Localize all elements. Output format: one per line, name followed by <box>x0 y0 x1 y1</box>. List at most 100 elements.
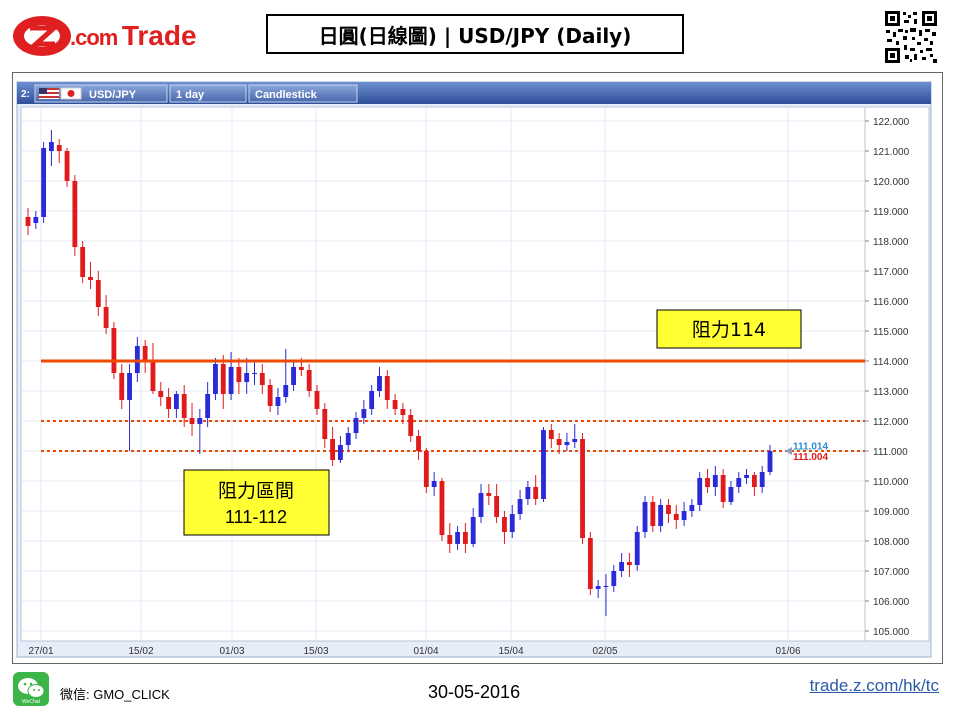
price-tick-label: 122.000 <box>873 117 910 128</box>
candle-down <box>72 181 78 247</box>
candle-down <box>439 481 445 535</box>
bid-price-tag: 111.004 <box>793 452 828 463</box>
candle-down <box>580 439 585 538</box>
price-tick-label: 106.000 <box>873 597 910 608</box>
plot-area <box>20 106 866 642</box>
candle-up <box>337 445 343 460</box>
chart-frame: 2: USD/JPY 1 day Candlestick 105.000 106 <box>12 72 943 664</box>
candle-up <box>658 505 664 526</box>
candle-up <box>197 418 203 424</box>
candle-up <box>517 499 523 514</box>
candle-up <box>619 562 625 571</box>
toolbar-interval-button[interactable]: 1 day <box>169 84 247 103</box>
candle-down <box>236 367 242 382</box>
price-tick-label: 121.000 <box>873 147 910 158</box>
candle-up <box>595 586 601 589</box>
toolbar-interval-label: 1 day <box>176 89 205 101</box>
candle-down <box>166 397 172 409</box>
price-tick-label: 112.000 <box>873 417 909 428</box>
candle-down <box>330 439 336 460</box>
logo-trade: Trade <box>121 20 197 51</box>
us-flag-icon <box>39 88 59 99</box>
candle-up <box>244 373 250 382</box>
candle-down <box>486 493 492 496</box>
candle-up <box>455 532 461 544</box>
candle-down <box>587 538 593 589</box>
candle-down <box>119 373 125 400</box>
price-tick-label: 107.000 <box>873 567 910 578</box>
price-tick-label: 118.000 <box>873 237 909 248</box>
candle-down <box>392 400 398 409</box>
candle-up <box>759 472 765 487</box>
candle-up <box>361 409 367 418</box>
price-tick-label: 111.000 <box>873 447 908 458</box>
price-tag-arrow-icon <box>785 447 792 455</box>
candle-down <box>502 517 507 532</box>
resistance-zone-lines <box>41 420 865 452</box>
website-link[interactable]: trade.z.com/hk/tc <box>809 676 939 695</box>
candle-up <box>728 487 734 502</box>
annotation-resistance-zone-range: 111-112 <box>225 507 287 527</box>
candle-up <box>41 148 47 217</box>
price-tags: 111.014 111.004 <box>785 442 828 463</box>
candle-up <box>173 394 179 409</box>
candles <box>25 130 773 616</box>
candle-down <box>666 505 671 514</box>
candle-up <box>49 142 54 151</box>
candle-up <box>345 433 351 445</box>
candle-down <box>220 364 226 394</box>
candle-up <box>541 430 546 499</box>
candle-down <box>447 535 453 544</box>
candle-up <box>377 376 382 391</box>
candle-down <box>533 487 539 499</box>
candle-up <box>228 367 234 394</box>
candle-down <box>158 391 164 397</box>
price-tick-label: 115.000 <box>873 327 909 338</box>
candle-up <box>252 373 257 374</box>
candle-up <box>478 493 484 517</box>
candle-down <box>626 562 632 565</box>
annotation-resistance-114: 阻力114 <box>656 309 802 349</box>
candle-down <box>705 478 710 487</box>
zcom-logo-mark <box>13 16 71 56</box>
candle-up <box>470 517 476 544</box>
candle-up <box>525 487 531 499</box>
date-tick-label: 02/05 <box>592 646 617 657</box>
date-tick-label: 01/06 <box>775 646 800 657</box>
candle-up <box>205 394 211 418</box>
candle-up <box>689 505 695 511</box>
toolbar-chart-style-button[interactable]: Candlestick <box>248 84 358 103</box>
annotation-resistance-zone-title: 阻力區間 <box>218 480 294 502</box>
candle-down <box>25 217 31 226</box>
candle-up <box>283 385 289 397</box>
candle-down <box>259 373 265 385</box>
toolbar-symbol-label: USD/JPY <box>89 89 137 101</box>
candle-down <box>150 361 156 391</box>
report-date: 30-05-2016 <box>428 682 521 702</box>
candle-down <box>751 475 757 487</box>
candle-up <box>572 439 578 442</box>
candle-up <box>127 373 132 400</box>
date-tick-label: 01/04 <box>413 646 438 657</box>
candle-down <box>494 496 500 517</box>
candle-down <box>181 394 187 418</box>
qr-code-icon <box>884 10 938 64</box>
candle-up <box>611 571 617 586</box>
candle-up <box>431 481 437 487</box>
toolbar-symbol-button[interactable]: USD/JPY <box>34 84 168 103</box>
candle-down <box>189 418 195 424</box>
candle-down <box>384 376 390 400</box>
ask-price-tag: 111.014 <box>793 442 828 453</box>
candle-up <box>744 475 749 478</box>
price-tick-label: 114.000 <box>873 357 909 368</box>
price-tick-label: 109.000 <box>873 507 910 518</box>
date-tick-label: 15/03 <box>303 646 328 657</box>
date-tick-label: 15/02 <box>128 646 153 657</box>
date-tick-label: 01/03 <box>219 646 244 657</box>
candle-down <box>111 328 117 373</box>
wechat-account-label: 微信: GMO_CLICK <box>60 687 170 702</box>
price-tick-label: 108.000 <box>873 537 910 548</box>
candle-down <box>548 430 554 439</box>
candle-down <box>423 451 429 487</box>
